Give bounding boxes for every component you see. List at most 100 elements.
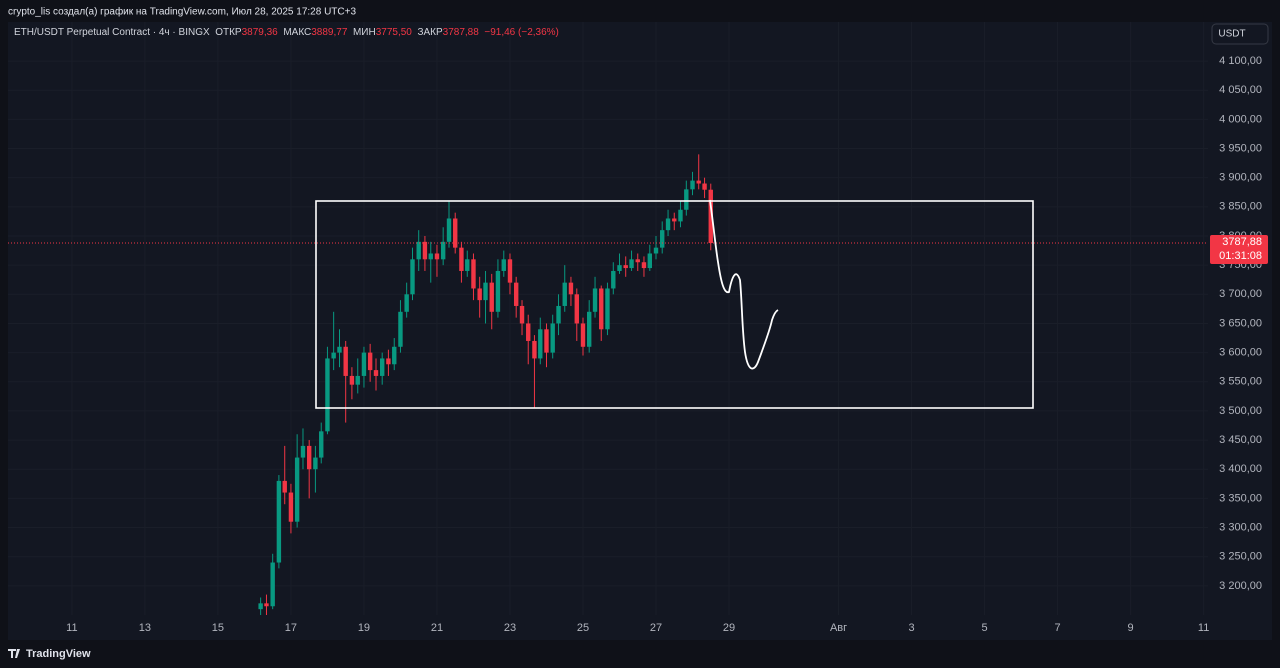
candle-body [605, 288, 610, 330]
y-tick-label: 4 000,00 [1219, 113, 1262, 125]
y-tick-label: 3 900,00 [1219, 172, 1262, 184]
candle-body [599, 288, 604, 330]
candle-body [276, 480, 282, 563]
candle-body [489, 282, 494, 312]
candle-body [611, 270, 616, 289]
candle-body [641, 262, 647, 269]
y-tick-label: 3 200,00 [1219, 580, 1262, 592]
candle-body [349, 375, 355, 385]
x-tick-label: 5 [982, 622, 988, 634]
candle-body [696, 180, 701, 184]
candle-body [568, 282, 574, 295]
candle-body [373, 370, 379, 376]
candle-body [288, 492, 294, 522]
x-tick-label: 11 [66, 622, 77, 634]
y-tick-label: 3 950,00 [1219, 142, 1262, 154]
y-tick-label: 3 400,00 [1219, 463, 1262, 475]
plot-background [8, 22, 1272, 640]
candle-body [653, 247, 659, 254]
grid [8, 22, 1208, 615]
x-tick-label: 27 [650, 622, 662, 634]
candle-body [544, 329, 549, 353]
candle-body [635, 259, 640, 263]
candle-body [483, 282, 488, 301]
x-tick-label: 9 [1128, 622, 1134, 634]
candle-body [495, 270, 501, 312]
ohlc: ОТКР3879,36 МАКС3889,77 МИН3775,50 ЗАКР3… [215, 27, 484, 38]
y-tick-label: 3 700,00 [1219, 288, 1262, 300]
x-tick-label: 29 [723, 622, 735, 634]
ohlc-value: 3787,88 [442, 27, 479, 38]
candle-body [410, 259, 415, 295]
x-tick-label: 15 [212, 622, 224, 634]
x-tick-label: 21 [431, 622, 443, 634]
candle-body [672, 218, 677, 222]
candle-body [398, 311, 403, 347]
y-tick-label: 3 300,00 [1219, 521, 1262, 533]
candle-body [331, 352, 336, 359]
x-tick-label: 23 [504, 622, 516, 634]
candle-body [270, 562, 275, 607]
candle-body [343, 346, 348, 376]
candle-body [264, 603, 269, 607]
candle-body [453, 218, 458, 248]
candle-body [319, 431, 324, 458]
candle-body [294, 457, 300, 522]
candle-body [422, 241, 428, 260]
candle-body [380, 358, 385, 376]
candle-body [459, 247, 464, 271]
candle-body [440, 241, 446, 260]
ohlc-label: МАКС [283, 27, 312, 38]
candle-body [507, 259, 513, 283]
candle-body [300, 445, 306, 458]
price-tag [1210, 235, 1268, 265]
ohlc-value: 3775,50 [375, 27, 412, 38]
drawn-rectangle [315, 200, 1034, 409]
change: −91,46 (−2,36%) [484, 27, 559, 38]
y-tick-label: 3 600,00 [1219, 347, 1262, 359]
y-tick-label: 4 050,00 [1219, 84, 1262, 96]
y-tick-label: 3 650,00 [1219, 317, 1262, 329]
drawn-curve [709, 199, 779, 370]
x-tick-label: 17 [285, 622, 297, 634]
y-tick-label: 3 850,00 [1219, 201, 1262, 213]
candle-body [392, 346, 397, 365]
candle-body [702, 183, 707, 190]
y-tick-label: 4 100,00 [1219, 55, 1262, 67]
candle-body [538, 329, 543, 359]
candle-body [690, 180, 695, 190]
ohlc-label: ОТКР [215, 27, 242, 38]
candle-body [586, 311, 592, 347]
candle-body [647, 253, 653, 269]
candle-body [660, 230, 665, 248]
candle-body [386, 358, 391, 365]
candle-body [446, 218, 452, 242]
y-tick-label: 3 550,00 [1219, 376, 1262, 388]
footer-logo: TradingView [26, 648, 91, 660]
candle-body [678, 209, 683, 222]
candle-body [306, 445, 312, 470]
candle-body [519, 305, 525, 324]
currency-label[interactable]: USDT [1218, 29, 1245, 40]
candle-body [501, 259, 506, 271]
x-tick-label: Авг [830, 622, 847, 634]
candle-body [580, 323, 586, 347]
candle-body [313, 457, 318, 470]
price-tag-countdown: 01:31:08 [1219, 250, 1262, 262]
candle-body [325, 358, 330, 432]
candle-body [665, 218, 671, 231]
candle-body [574, 294, 579, 324]
y-tick-label: 3 450,00 [1219, 434, 1262, 446]
x-tick-label: 13 [139, 622, 151, 634]
candle-body [355, 375, 360, 385]
ohlc-label: МИН [352, 27, 376, 38]
candle-body [550, 323, 555, 353]
candle-body [684, 189, 689, 210]
candle-body [471, 259, 476, 289]
ohlc-value: 3879,36 [241, 27, 278, 38]
y-tick-label: 3 250,00 [1219, 551, 1262, 563]
price-tag-value: 3787,88 [1222, 236, 1262, 248]
currency-button[interactable] [1211, 23, 1269, 45]
